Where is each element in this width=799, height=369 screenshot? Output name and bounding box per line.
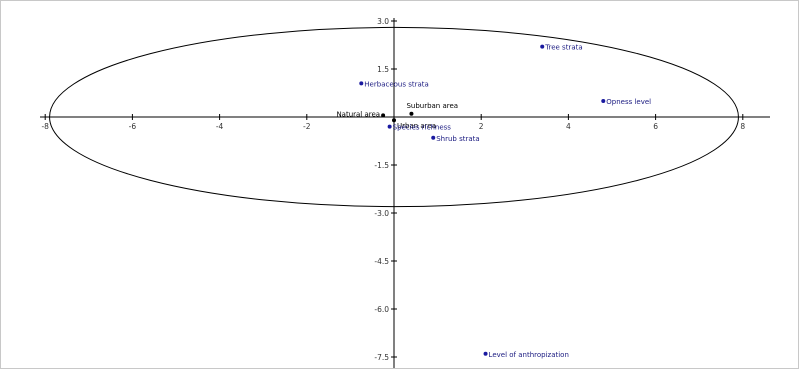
data-point [387,124,392,129]
data-point [540,44,545,49]
y-tick-label: -3.0 [374,209,389,218]
x-tick-label: 6 [653,122,658,131]
y-tick-label: -6.0 [374,305,389,314]
y-tick-label: -1.5 [374,161,389,170]
data-point [601,99,606,103]
x-tick-label: -4 [216,122,224,131]
y-tick-label: -7.5 [374,353,389,362]
point-label: Shrub strata [436,135,479,143]
data-point [392,118,396,123]
data-point [431,135,436,140]
y-ticks: 3.0 1.5 -1.5 -3.0 -4.5 -6.0 -7.5 [374,17,397,362]
point-label: Urban area [397,122,436,130]
point-label: Herbaceous strata [364,80,429,88]
point-label: Level of anthropization [489,351,569,359]
data-point [359,81,364,86]
y-tick-label: 3.0 [377,17,389,26]
x-tick-label: -2 [303,122,311,131]
data-point [409,111,414,116]
x-tick-label: -8 [41,122,49,131]
x-tick-label: -6 [129,122,137,131]
data-point [483,351,488,356]
x-tick-label: 2 [479,122,484,131]
point-label: Suburban area [406,102,458,110]
confidence-ellipse [49,26,739,208]
x-tick-label: 8 [740,122,745,131]
data-point [381,113,386,118]
point-label: Opness level [606,98,651,106]
x-ticks: -8 -6 -4 -2 2 4 6 8 [41,114,745,131]
data-points: Tree strata Herbaceous strata Opness level… [336,44,651,359]
point-label: Tree strata [544,44,582,52]
y-tick-label: 1.5 [377,65,389,74]
point-label: Species richness [393,124,452,132]
x-tick-label: 4 [566,122,571,131]
y-tick-label: -4.5 [374,257,389,266]
point-label: Natural area [336,110,380,118]
